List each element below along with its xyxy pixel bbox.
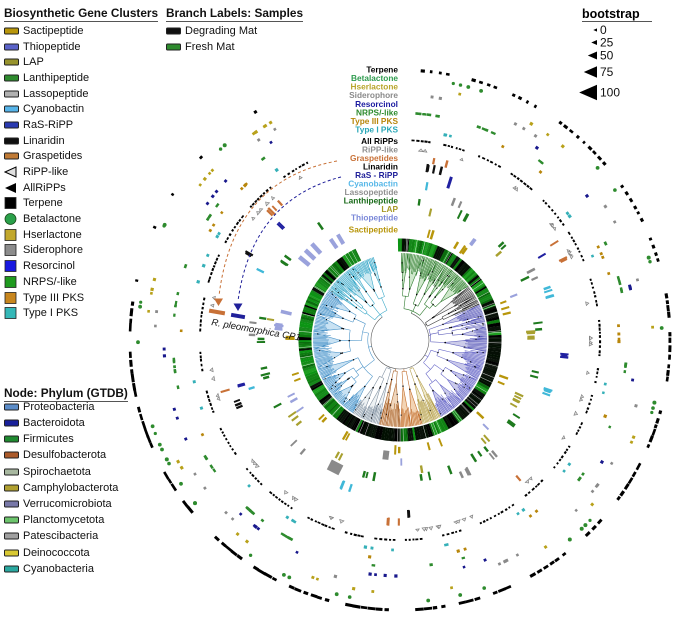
svg-text:Graspetides: Graspetides (350, 153, 398, 163)
svg-text:Betalactone: Betalactone (351, 73, 398, 83)
svg-text:RaS - RiPP: RaS - RiPP (355, 170, 398, 180)
svg-text:LAP: LAP (381, 204, 398, 214)
svg-text:Sactipeptide: Sactipeptide (349, 225, 399, 235)
svg-text:Siderophore: Siderophore (349, 90, 398, 100)
svg-text:R. pleomorphica CP1: R. pleomorphica CP1 (210, 317, 301, 344)
svg-text:Lanthipeptide: Lanthipeptide (344, 196, 399, 206)
svg-text:Linaridin: Linaridin (363, 162, 398, 172)
svg-text:Type I PKS: Type I PKS (355, 125, 398, 135)
svg-text:Hserlactone: Hserlactone (351, 82, 399, 92)
svg-text:Type III PKS: Type III PKS (351, 116, 399, 126)
svg-text:RiPP-like: RiPP-like (362, 145, 398, 155)
svg-text:Cyanobactin: Cyanobactin (348, 179, 398, 189)
svg-text:Thiopeptide: Thiopeptide (351, 213, 398, 223)
svg-text:All RiPPs: All RiPPs (361, 136, 398, 146)
svg-text:NRPS/-like: NRPS/-like (356, 108, 398, 118)
svg-text:Lassopeptide: Lassopeptide (345, 187, 399, 197)
svg-text:Terpene: Terpene (366, 65, 398, 75)
svg-text:Resorcinol: Resorcinol (355, 99, 398, 109)
